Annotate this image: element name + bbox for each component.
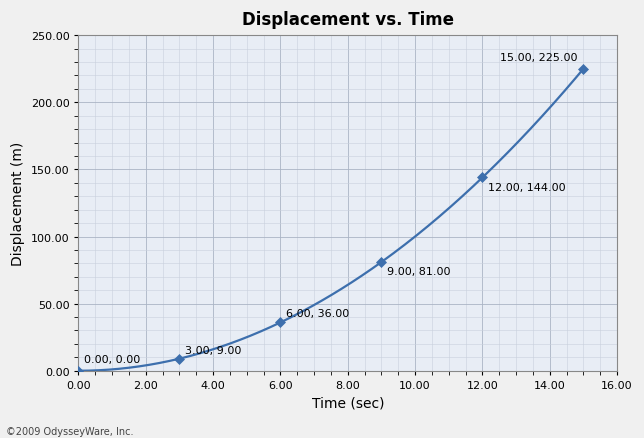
Text: ©2009 OdysseyWare, Inc.: ©2009 OdysseyWare, Inc. — [6, 426, 134, 436]
Text: 9.00, 81.00: 9.00, 81.00 — [387, 267, 451, 276]
Title: Displacement vs. Time: Displacement vs. Time — [242, 11, 454, 29]
Y-axis label: Displacement (m): Displacement (m) — [11, 141, 25, 265]
Text: 3.00, 9.00: 3.00, 9.00 — [185, 345, 242, 355]
Text: 12.00, 144.00: 12.00, 144.00 — [488, 182, 565, 192]
X-axis label: Time (sec): Time (sec) — [312, 396, 384, 410]
Text: 15.00, 225.00: 15.00, 225.00 — [500, 53, 578, 63]
Text: 6.00, 36.00: 6.00, 36.00 — [286, 308, 349, 318]
Text: 0.00, 0.00: 0.00, 0.00 — [84, 354, 140, 364]
